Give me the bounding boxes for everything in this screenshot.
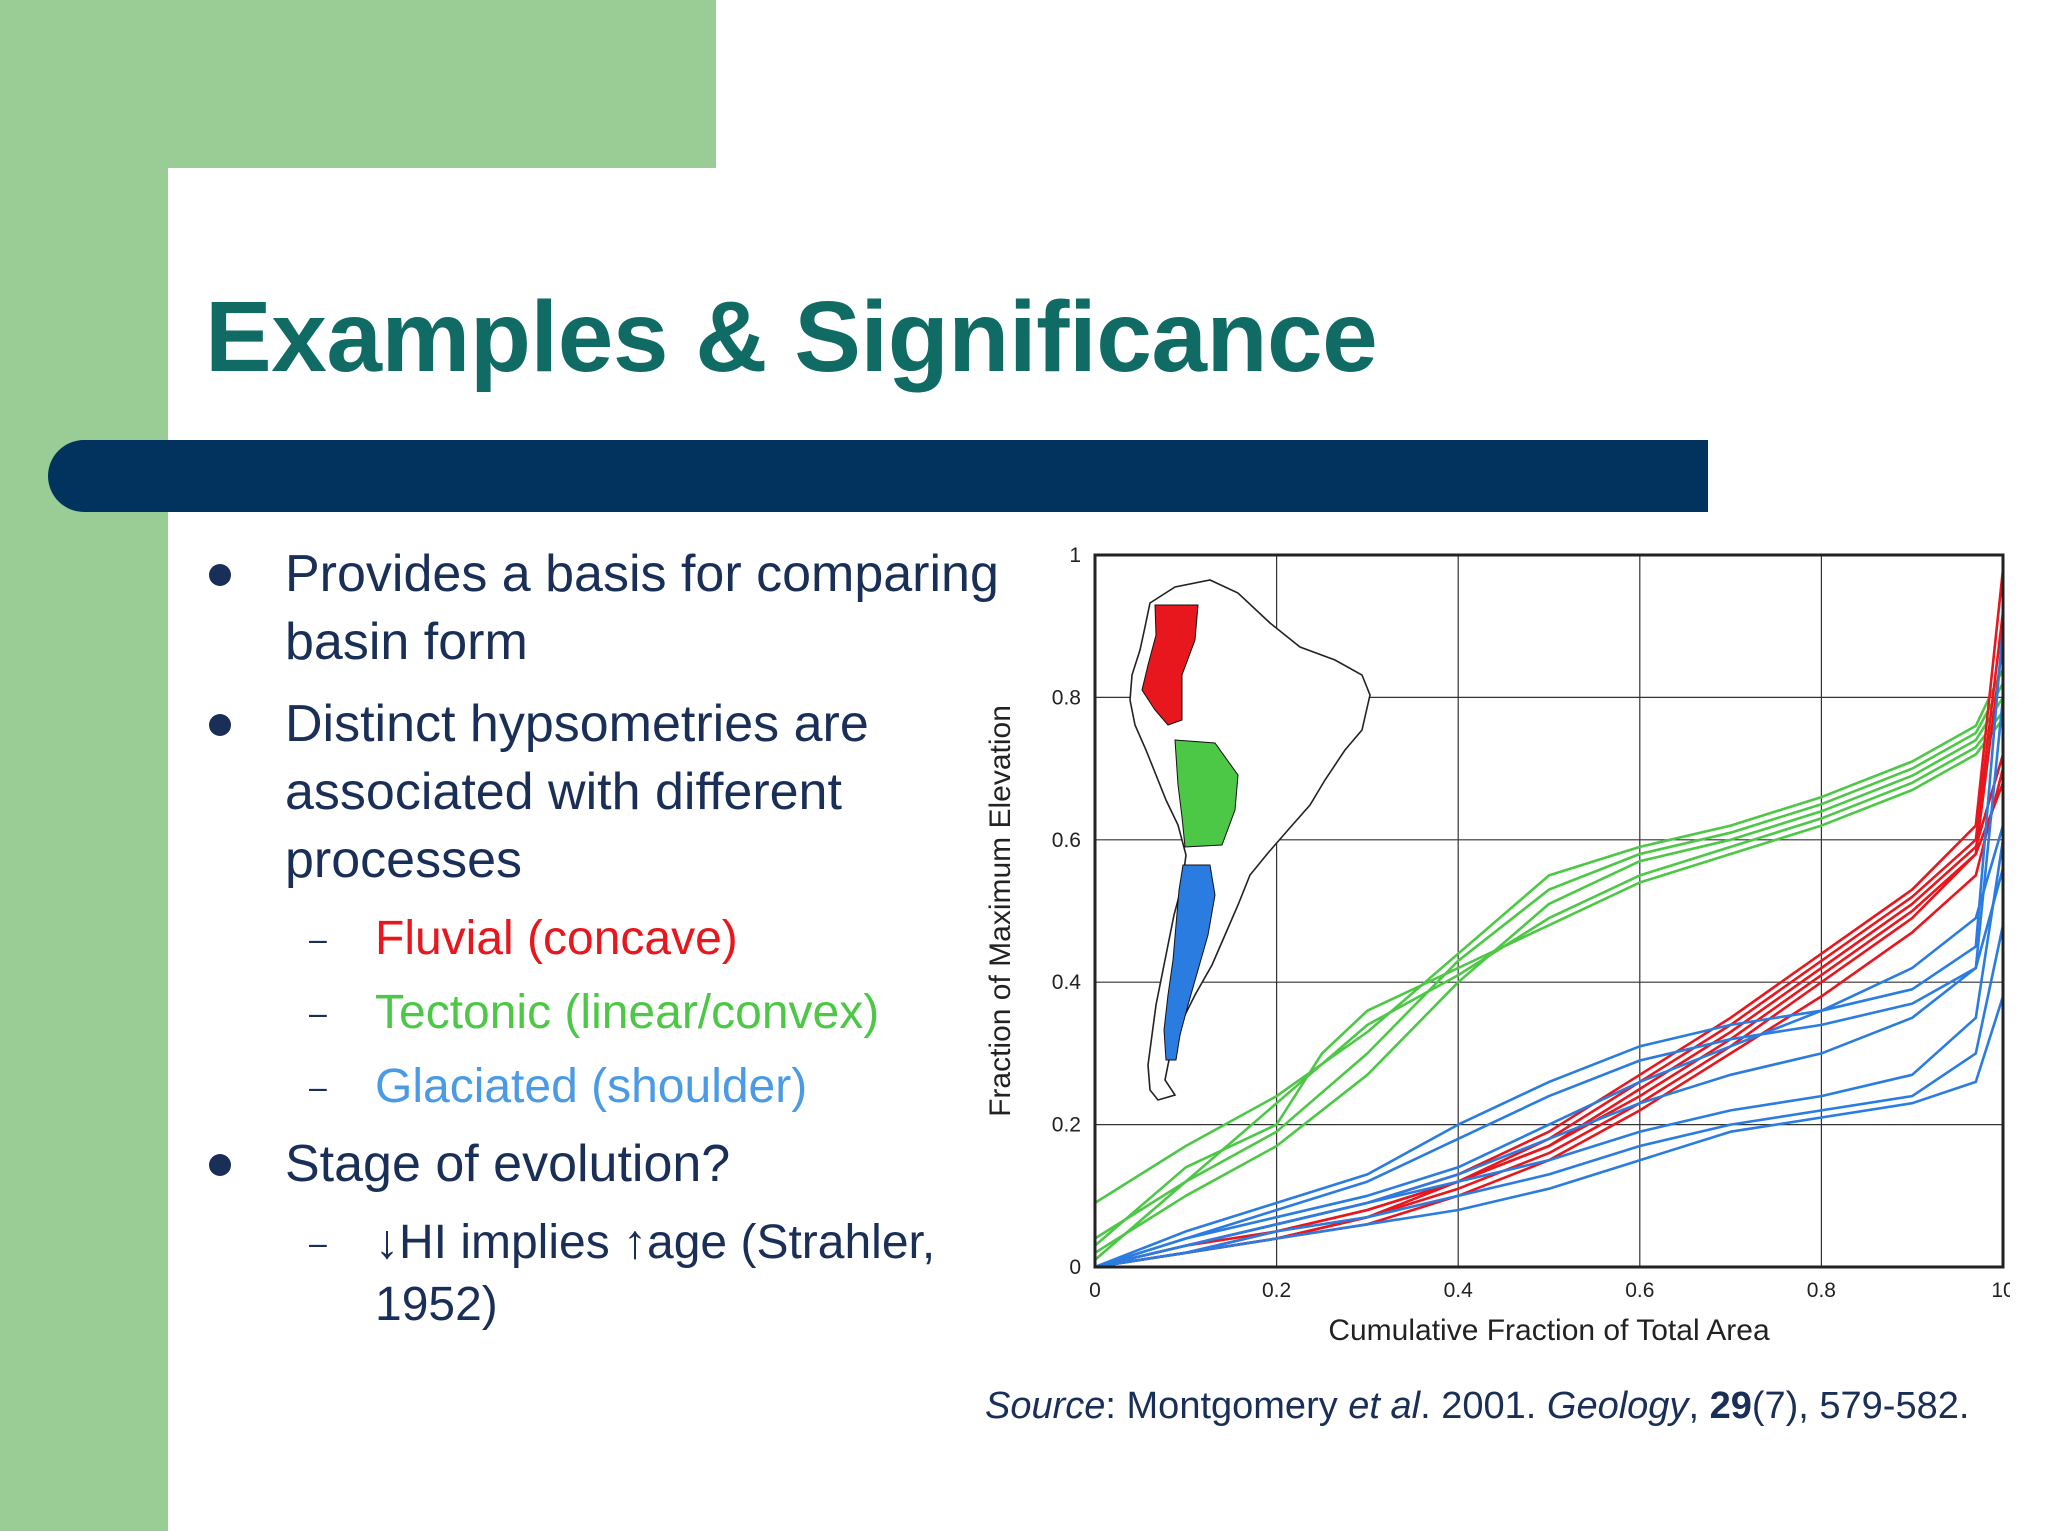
slide-title: Examples & Significance <box>205 281 1378 393</box>
left-accent-band <box>0 0 168 1531</box>
bullet-item: Distinct hypsometries are associated wit… <box>205 690 1005 894</box>
tectonic-label: Tectonic (linear/convex) <box>375 986 880 1039</box>
tectonic-curve <box>1094 718 2005 1247</box>
y-tick-label: 1 <box>1069 544 1081 567</box>
sub-bullet-text: ↓HI implies ↑age (Strahler, 1952) <box>375 1216 936 1331</box>
sub-bullet-item: – Fluvial (concave) <box>205 908 1005 970</box>
x-tick-label: 0.2 <box>1262 1279 1291 1302</box>
x-tick-label: 0.8 <box>1807 1279 1836 1302</box>
x-axis-label: Cumulative Fraction of Total Area <box>1328 1314 1770 1347</box>
x-tick-label: 0 <box>1089 1279 1101 1302</box>
sub-bullet-item: – Tectonic (linear/convex) <box>205 982 1005 1044</box>
andes-south-segment <box>1163 864 1216 1061</box>
sub-bullet-item: – ↓HI implies ↑age (Strahler, 1952) <box>205 1212 1005 1336</box>
source-year: . 2001. <box>1420 1385 1547 1427</box>
source-etal: et al <box>1348 1385 1421 1427</box>
bullet-dot <box>209 714 231 736</box>
glaciated-curve <box>1094 825 2005 1269</box>
x-tick-label: 0.6 <box>1625 1279 1654 1302</box>
tectonic-curve <box>1094 710 2005 1261</box>
bullet-text: Distinct hypsometries are associated wit… <box>285 695 869 889</box>
y-tick-label: 0.8 <box>1052 686 1081 709</box>
bullet-text: Provides a basis for comparing basin for… <box>285 545 999 671</box>
bullet-list: Provides a basis for comparing basin for… <box>205 540 1005 1348</box>
source-authors: Montgomery <box>1126 1385 1338 1427</box>
glaciated-curve <box>1094 924 2005 1269</box>
sub-bullet-item: – Glaciated (shoulder) <box>205 1056 1005 1118</box>
x-tick-label: 0.4 <box>1444 1279 1474 1302</box>
y-tick-label: 0.4 <box>1052 971 1082 994</box>
glaciated-curve <box>1094 867 2005 1269</box>
andes-central-segment <box>1174 739 1239 848</box>
bullet-item: Provides a basis for comparing basin for… <box>205 540 1005 676</box>
y-tick-label: 0.2 <box>1052 1114 1081 1137</box>
top-accent-band <box>0 0 716 168</box>
y-tick-label: 0 <box>1069 1256 1081 1279</box>
glaciated-curve <box>1094 626 2005 1269</box>
bullet-text: Stage of evolution? <box>285 1135 731 1193</box>
source-volume: 29 <box>1709 1385 1752 1427</box>
plot-frame <box>1093 553 2005 1269</box>
sub-bullet-dash: – <box>309 921 327 957</box>
glaciated-curve <box>1094 697 2005 1269</box>
andes-north-segment <box>1141 604 1199 726</box>
chart-svg: 00 0.2 0.2 0.4 0.4 0.6 0.6 0.8 0.8 10 1 Cumulative… <box>984 544 2015 1347</box>
content-panel <box>168 168 2048 1531</box>
sub-bullet-dash: – <box>309 1069 327 1105</box>
fluvial-label: Fluvial (concave) <box>375 912 738 965</box>
glaciated-curve <box>1094 996 2005 1269</box>
bullet-dot <box>209 564 231 586</box>
source-pages: (7), 579-582. <box>1751 1385 1970 1427</box>
glaciated-label: Glaciated (shoulder) <box>375 1060 808 1113</box>
tectonic-curve <box>1094 668 2005 1205</box>
sub-bullet-dash: – <box>309 1225 327 1261</box>
source-label: Source <box>985 1385 1106 1427</box>
x-tick-label: 10 <box>1991 1279 2010 1302</box>
y-tick-label: 0.6 <box>1052 829 1081 852</box>
hypsometry-chart: 0 0 0.2 0.2 0.4 0.4 0.6 0.6 0.8 0.8 10 1 Cumulative… <box>970 535 2015 1355</box>
bullet-dot <box>209 1154 231 1176</box>
chart-lines <box>1094 569 2005 1269</box>
south-america-inset-map <box>1129 579 1371 1101</box>
source-journal: Geology <box>1546 1385 1689 1427</box>
y-axis-label: Fraction of Maximum Elevation <box>984 705 1017 1117</box>
source-citation: Source: Montgomery et al. 2001. Geology,… <box>985 1385 1970 1427</box>
title-underline-bar <box>48 440 1708 512</box>
bullet-item: Stage of evolution? <box>205 1130 1005 1198</box>
tectonic-curve <box>1094 682 2005 1240</box>
tectonic-curve <box>1094 696 2005 1254</box>
sub-bullet-dash: – <box>309 995 327 1031</box>
tick-labels: 00 0.2 0.2 0.4 0.4 0.6 0.6 0.8 0.8 10 1 <box>1052 544 2015 1302</box>
